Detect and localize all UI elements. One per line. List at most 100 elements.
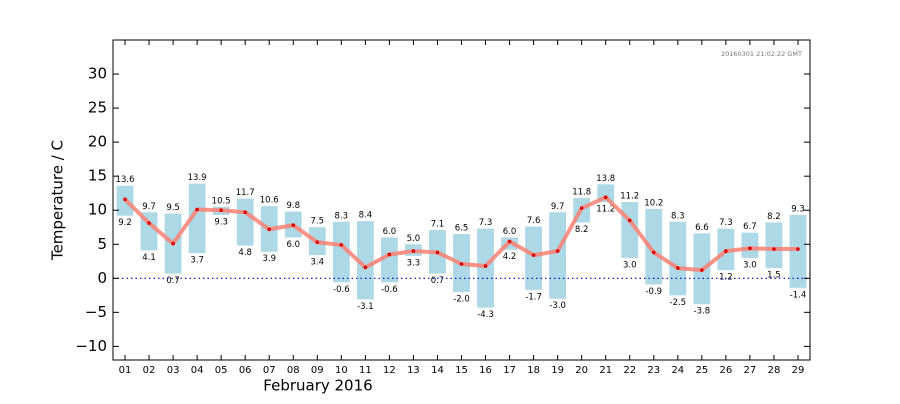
max-label: 8.4 <box>359 211 373 221</box>
mean-point <box>555 249 560 253</box>
max-label: 8.3 <box>671 211 685 221</box>
x-tick-label: 19 <box>551 365 564 376</box>
x-tick-label: 01 <box>119 365 132 376</box>
min-label: -1.7 <box>525 292 542 302</box>
x-tick-label: 21 <box>599 365 612 376</box>
range-bar <box>669 221 687 296</box>
range-bar <box>356 221 374 300</box>
min-label: 1.2 <box>719 273 733 283</box>
x-tick-label: 18 <box>527 365 540 376</box>
max-label: 13.9 <box>188 173 207 183</box>
min-label: -3.1 <box>357 302 374 312</box>
range-bar <box>188 183 206 254</box>
mean-point <box>459 262 464 266</box>
min-label: 9.2 <box>118 218 132 228</box>
max-label: 6.6 <box>695 223 709 233</box>
mean-point <box>483 264 488 268</box>
x-tick-label: 05 <box>215 365 228 376</box>
max-label: 13.8 <box>596 174 615 184</box>
min-label: -1.4 <box>790 290 807 300</box>
max-label: 10.2 <box>644 198 663 208</box>
min-label: 3.4 <box>311 258 325 268</box>
range-bar <box>765 222 783 269</box>
y-tick-label: 0 <box>97 269 107 287</box>
mean-point <box>339 243 344 247</box>
min-label: 4.8 <box>238 248 252 258</box>
x-tick-label: 03 <box>167 365 180 376</box>
x-tick-label: 14 <box>431 365 444 376</box>
mean-point <box>291 223 296 227</box>
y-tick-label: −5 <box>85 303 107 321</box>
mean-point <box>195 207 199 212</box>
x-tick-label: 28 <box>768 365 781 376</box>
x-tick-label: 20 <box>575 365 588 376</box>
mean-point <box>772 247 776 251</box>
min-label: -3.0 <box>549 301 566 311</box>
max-label: 5.0 <box>407 234 421 244</box>
max-label: 7.3 <box>479 218 493 228</box>
x-tick-label: 13 <box>407 365 420 376</box>
y-tick-label: −10 <box>75 337 107 355</box>
max-label: 6.0 <box>503 227 517 237</box>
y-tick-label: 25 <box>88 99 107 117</box>
min-label: 4.2 <box>503 252 517 262</box>
max-label: 11.7 <box>236 188 255 198</box>
max-label: 9.8 <box>286 201 300 211</box>
min-label: 8.2 <box>575 225 589 235</box>
mean-point <box>507 239 512 244</box>
x-tick-label: 12 <box>383 365 396 376</box>
y-tick-label: 15 <box>88 167 107 185</box>
mean-point <box>219 208 223 213</box>
range-bar <box>332 221 350 283</box>
mean-point <box>531 253 536 257</box>
mean-point <box>796 247 800 251</box>
range-bar <box>645 208 663 285</box>
min-label: -2.5 <box>670 298 687 308</box>
x-tick-label: 08 <box>287 365 300 376</box>
x-tick-label: 07 <box>263 365 276 376</box>
x-tick-label: 17 <box>503 365 516 376</box>
max-label: 6.0 <box>383 227 397 237</box>
x-tick-label: 09 <box>311 365 324 376</box>
max-label: 9.3 <box>791 204 805 214</box>
max-label: 10.5 <box>212 196 231 206</box>
range-bar <box>236 198 254 246</box>
y-axis-label: Temperature / C <box>49 140 67 261</box>
y-tick-label: 30 <box>88 65 107 83</box>
range-bar <box>380 237 398 283</box>
max-label: 6.5 <box>455 224 469 234</box>
max-label: 10.6 <box>260 196 279 206</box>
x-tick-label: 23 <box>647 365 660 376</box>
min-label: 0.7 <box>166 276 180 286</box>
min-label: 11.2 <box>596 205 615 215</box>
mean-point <box>724 249 728 253</box>
min-label: 9.3 <box>214 217 228 227</box>
mean-point <box>171 241 175 246</box>
max-label: 11.2 <box>620 192 639 202</box>
min-label: 3.3 <box>407 258 421 268</box>
max-label: 6.7 <box>743 222 757 232</box>
mean-point <box>579 206 584 210</box>
mean-point <box>676 266 680 270</box>
mean-point <box>651 250 656 255</box>
x-tick-label: 10 <box>335 365 348 376</box>
min-label: -2.0 <box>453 294 470 304</box>
range-bar <box>549 212 567 299</box>
max-label: 7.5 <box>311 217 325 227</box>
mean-point <box>700 268 704 272</box>
x-tick-label: 02 <box>143 365 156 376</box>
range-bar <box>741 232 759 258</box>
range-bar <box>477 228 494 308</box>
min-label: 1.5 <box>767 271 781 281</box>
mean-point <box>267 227 272 232</box>
min-label: 3.7 <box>190 256 204 266</box>
max-label: 8.3 <box>335 211 349 221</box>
x-tick-label: 27 <box>744 365 757 376</box>
max-label: 7.3 <box>719 218 733 228</box>
mean-point <box>363 265 368 270</box>
max-label: 11.8 <box>572 187 591 197</box>
x-tick-label: 06 <box>239 365 252 376</box>
mean-point <box>243 210 247 215</box>
min-label: -0.9 <box>645 287 662 297</box>
